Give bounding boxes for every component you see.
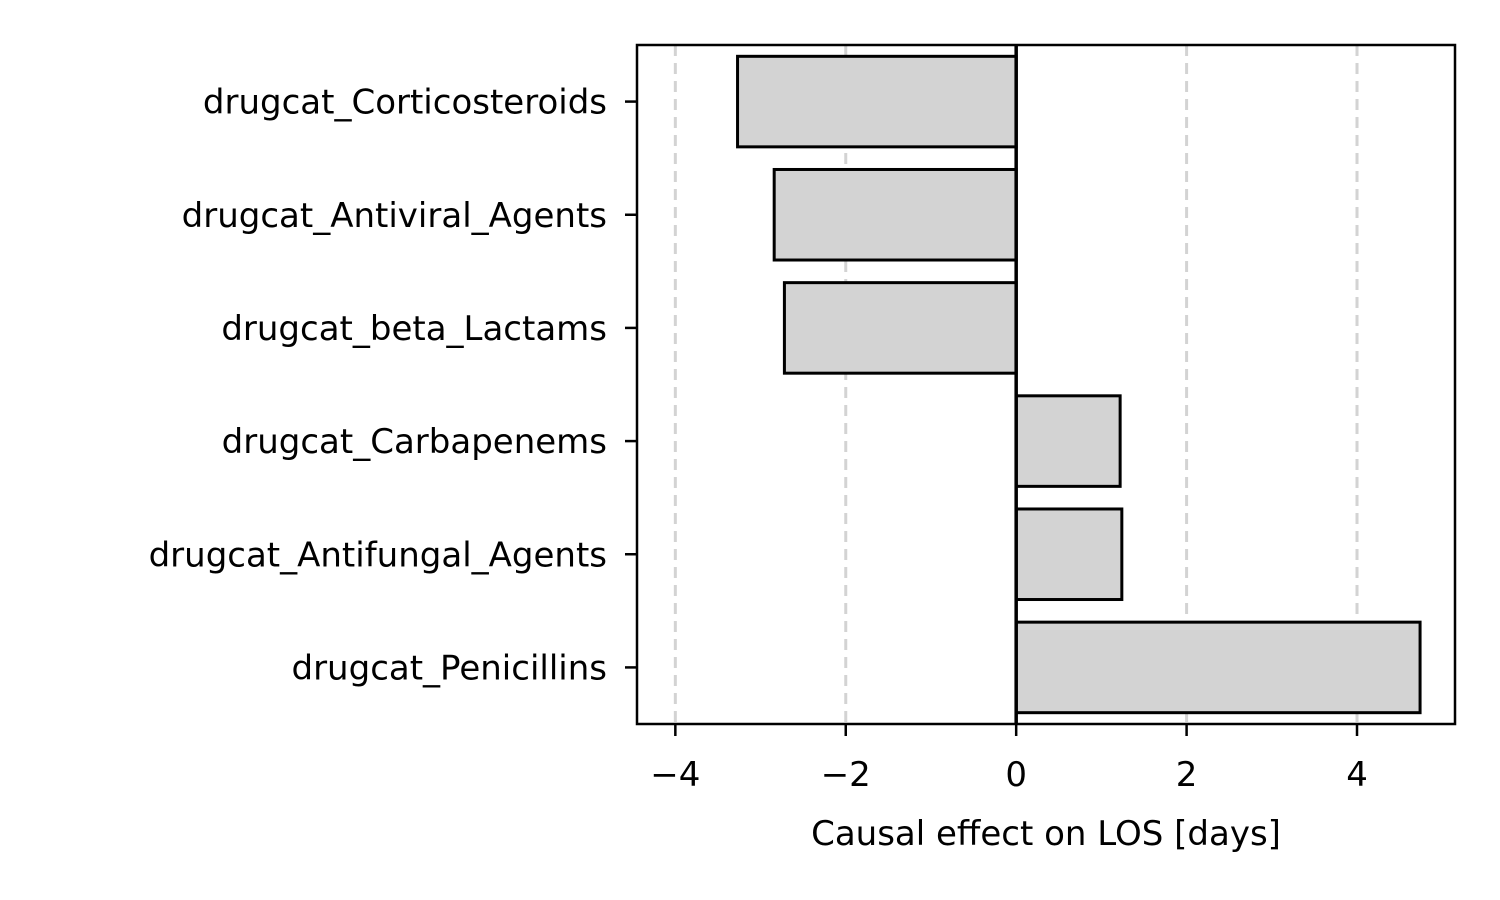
category-label: drugcat_beta_Lactams: [221, 309, 607, 349]
bar: [772, 167, 1018, 262]
category-label: drugcat_Penicillins: [292, 648, 608, 688]
x-axis-label: Causal effect on LOS [days]: [811, 814, 1281, 854]
x-axis-ticks: −4 −2 0 2 4: [650, 724, 1368, 795]
bars: [736, 54, 1422, 715]
y-axis-ticks: drugcat_Corticosteroids drugcat_Antiviral…: [149, 83, 637, 688]
x-tick-label: 0: [1005, 755, 1027, 795]
category-label: drugcat_Corticosteroids: [203, 83, 607, 123]
x-tick-label: 2: [1176, 755, 1198, 795]
category-label: drugcat_Antifungal_Agents: [149, 535, 607, 575]
plot-frame: [635, 43, 1457, 726]
bar: [1014, 620, 1422, 715]
category-label: drugcat_Antiviral_Agents: [182, 196, 607, 236]
category-label: drugcat_Carbapenems: [222, 422, 607, 462]
bar: [1014, 394, 1122, 488]
bar: [1014, 507, 1124, 602]
bar: [736, 54, 1018, 149]
bar: [782, 281, 1018, 375]
x-tick-label: −2: [821, 755, 871, 795]
x-tick-label: 4: [1346, 755, 1368, 795]
x-tick-label: −4: [650, 755, 700, 795]
